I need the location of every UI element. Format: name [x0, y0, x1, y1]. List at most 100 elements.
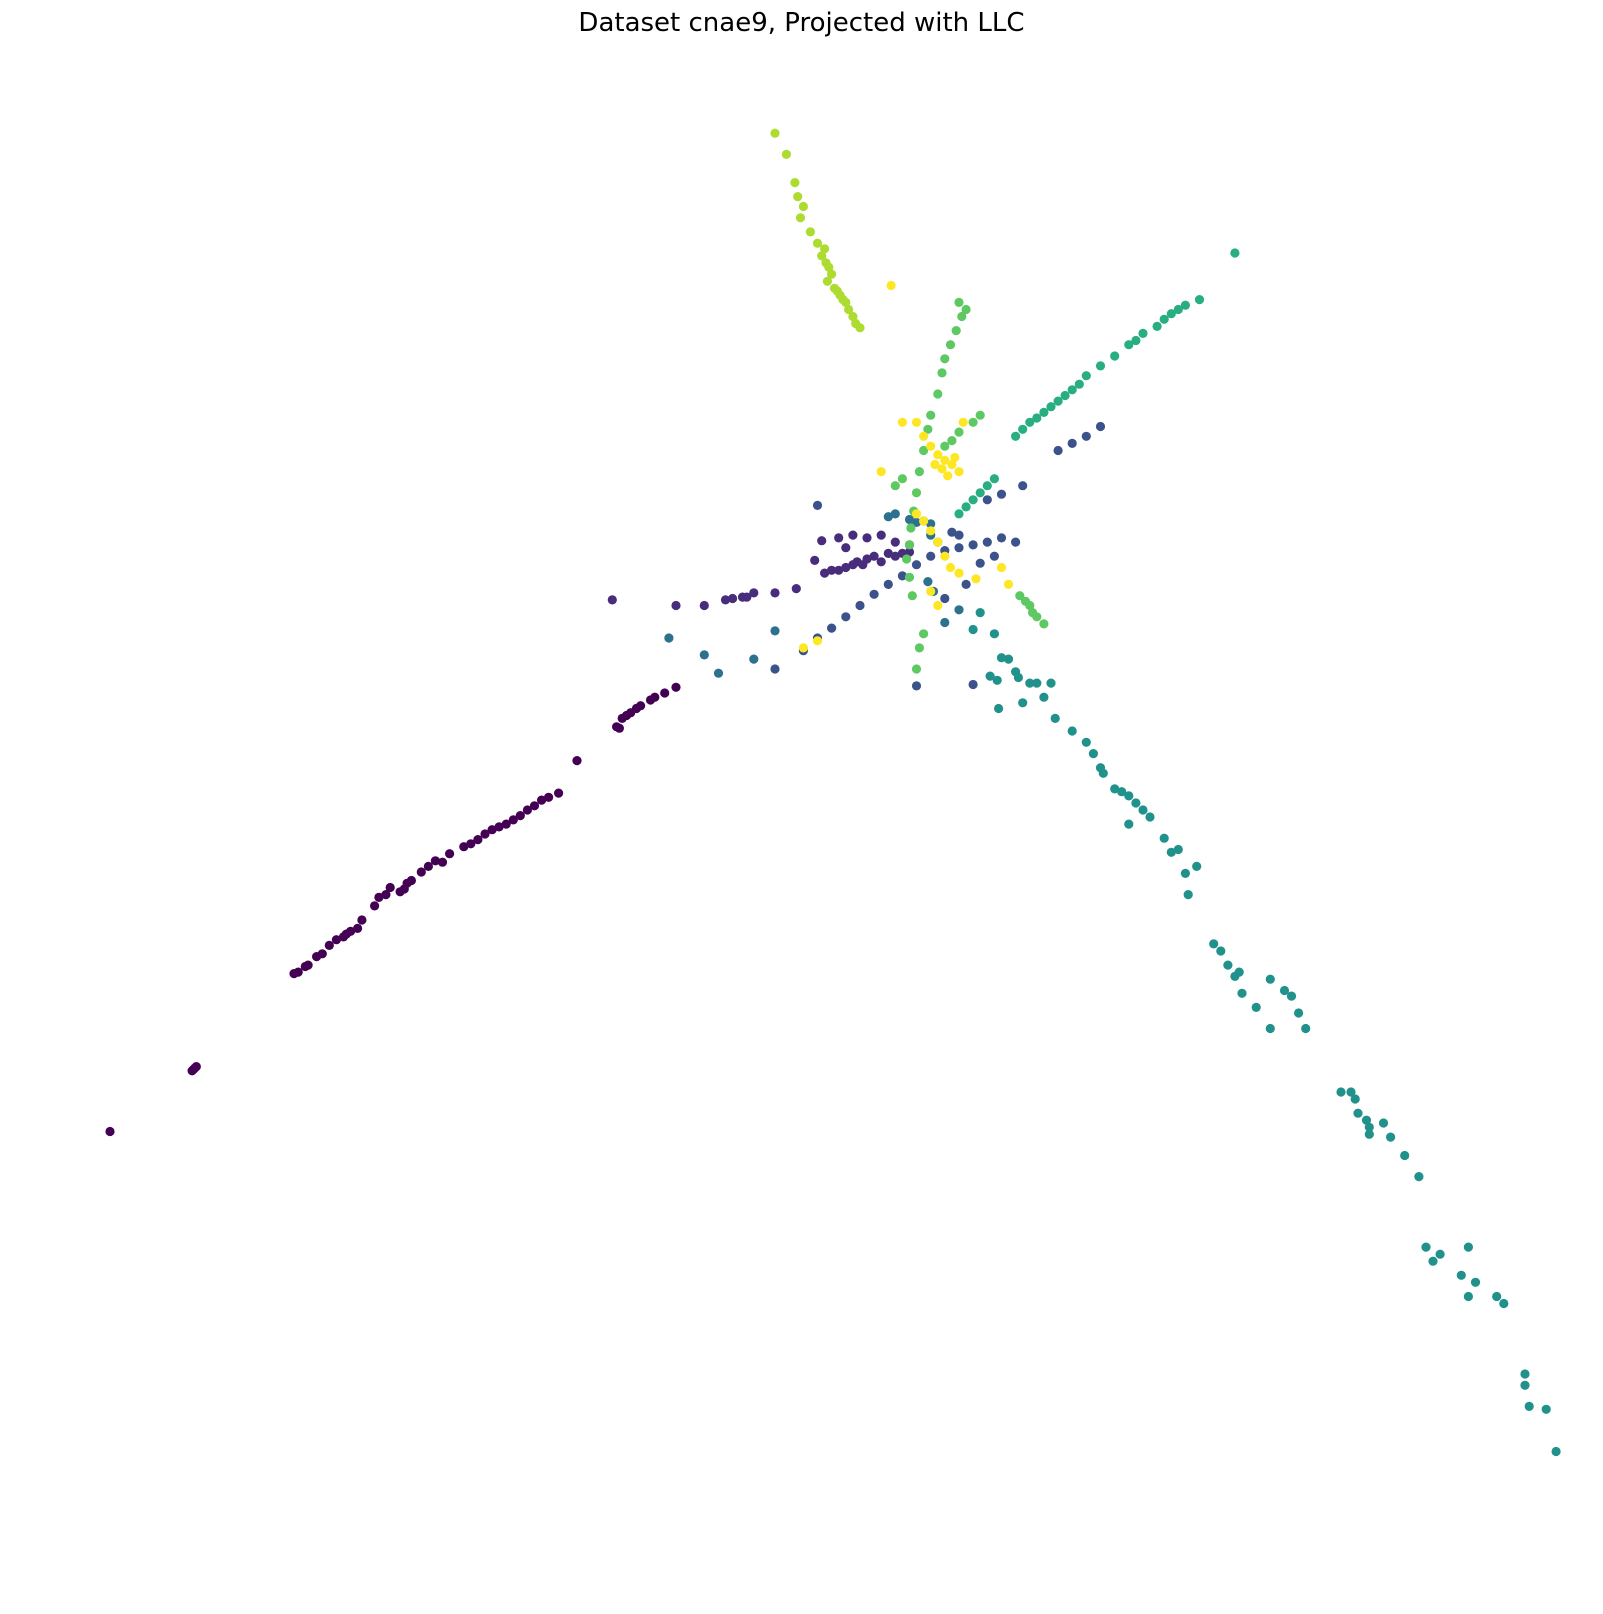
- point-class-5-27: [1145, 812, 1155, 822]
- point-class-6-24: [975, 488, 985, 498]
- point-class-9-26: [933, 600, 943, 611]
- point-class-8-3: [793, 192, 803, 202]
- point-class-2-29: [862, 533, 872, 543]
- point-class-9-11: [943, 471, 953, 481]
- point-class-5-18: [1088, 749, 1098, 759]
- series-class-3: [770, 421, 1106, 691]
- point-class-1-20: [381, 890, 391, 900]
- point-class-5-29: [1166, 847, 1176, 857]
- point-class-3-23: [1067, 438, 1077, 448]
- point-class-3-9: [897, 571, 908, 581]
- point-class-9-13: [958, 417, 968, 427]
- point-class-5-55: [1386, 1132, 1396, 1142]
- point-class-8-7: [812, 238, 823, 248]
- point-class-3-1: [770, 664, 780, 674]
- point-class-9-10: [954, 467, 964, 477]
- point-class-9-22: [971, 574, 981, 584]
- point-class-8-11: [824, 262, 834, 272]
- point-class-9-4: [926, 441, 936, 451]
- point-class-6-2: [1025, 417, 1035, 427]
- point-class-5-31: [1180, 868, 1190, 879]
- point-class-1-34: [480, 829, 490, 839]
- point-class-5-10: [1032, 678, 1042, 688]
- point-class-4-11: [923, 577, 933, 587]
- point-class-9-20: [945, 562, 956, 573]
- point-class-3-21: [1018, 481, 1028, 491]
- point-class-5-53: [1378, 1118, 1389, 1128]
- point-class-6-13: [1124, 340, 1134, 350]
- point-class-4-6: [883, 512, 893, 522]
- point-class-6-25: [961, 502, 971, 512]
- point-class-1-45: [572, 756, 582, 766]
- series-class-1: [105, 682, 681, 1137]
- point-class-2-20: [869, 551, 879, 561]
- point-class-1-39: [515, 811, 525, 821]
- point-class-5-25: [1138, 805, 1148, 815]
- point-class-1-26: [416, 867, 426, 877]
- point-class-3-5: [841, 612, 851, 622]
- point-class-5-51: [1361, 1115, 1372, 1125]
- point-class-1-0: [105, 1126, 115, 1137]
- series-class-6: [954, 248, 1240, 519]
- point-class-3-13: [954, 543, 964, 553]
- point-class-5-38: [1234, 967, 1244, 977]
- point-class-1-51: [636, 701, 646, 711]
- point-class-4-0: [713, 668, 724, 678]
- point-class-1-56: [614, 723, 625, 733]
- point-class-8-19: [844, 304, 854, 315]
- point-class-6-8: [1067, 385, 1077, 395]
- point-class-1-29: [437, 857, 448, 867]
- point-class-5-8: [1013, 672, 1024, 683]
- point-class-1-8: [303, 960, 313, 970]
- point-class-6-23: [968, 495, 978, 505]
- point-class-7-15: [904, 540, 915, 550]
- point-class-5-1: [975, 608, 985, 618]
- point-class-9-1: [897, 417, 908, 427]
- point-class-6-3: [1032, 413, 1042, 423]
- point-class-2-2: [699, 600, 709, 611]
- point-class-5-21: [1110, 784, 1120, 794]
- point-class-6-14: [1131, 335, 1141, 346]
- point-class-4-3: [664, 633, 674, 643]
- point-class-5-49: [1350, 1094, 1360, 1104]
- point-class-2-13: [827, 565, 837, 575]
- point-class-2-23: [890, 551, 900, 561]
- point-class-6-19: [1173, 304, 1183, 315]
- point-class-1-54: [660, 688, 670, 698]
- point-class-9-5: [933, 450, 943, 460]
- point-class-9-27: [798, 643, 809, 653]
- point-class-3-29: [975, 558, 985, 568]
- point-class-7-3: [951, 326, 961, 336]
- point-class-7-0: [954, 297, 964, 307]
- point-class-9-25: [926, 586, 936, 597]
- point-class-3-25: [1095, 421, 1106, 432]
- point-class-9-12: [950, 452, 960, 463]
- point-class-5-11: [1046, 678, 1056, 688]
- point-class-8-9: [817, 251, 827, 261]
- point-class-5-30: [1173, 844, 1183, 855]
- point-class-3-28: [940, 593, 950, 604]
- point-class-7-16: [902, 554, 912, 564]
- point-class-2-9: [791, 584, 801, 594]
- point-class-1-31: [459, 842, 469, 852]
- point-class-5-32: [1192, 861, 1202, 872]
- point-class-5-66: [1499, 1298, 1509, 1309]
- point-class-7-23: [1032, 612, 1042, 622]
- point-class-6-1: [1018, 424, 1028, 434]
- point-class-1-12: [331, 935, 341, 945]
- point-class-5-61: [1463, 1242, 1473, 1252]
- point-class-7-12: [911, 488, 922, 498]
- point-class-6-10: [1081, 371, 1091, 381]
- point-class-3-18: [947, 527, 957, 537]
- point-class-9-17: [926, 526, 936, 536]
- point-class-5-24: [1131, 798, 1141, 808]
- point-class-7-10: [919, 445, 929, 456]
- point-class-6-15: [1138, 328, 1148, 338]
- point-class-5-70: [1541, 1404, 1551, 1414]
- point-class-8-20: [848, 311, 858, 322]
- point-class-8-12: [827, 269, 837, 279]
- point-class-4-5: [890, 509, 900, 519]
- point-class-3-10: [911, 560, 922, 570]
- series-class-2: [607, 530, 915, 611]
- point-class-6-6: [1053, 396, 1063, 406]
